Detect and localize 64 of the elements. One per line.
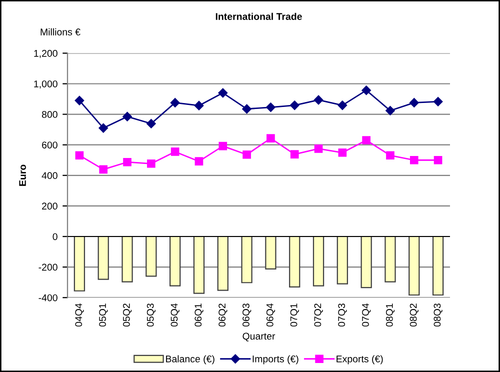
point	[147, 159, 156, 168]
point	[362, 136, 370, 144]
point	[194, 100, 204, 110]
y-tick-label: 400	[42, 172, 58, 180]
y-tick-label: 200	[42, 202, 58, 210]
x-tick-label: 05Q1	[99, 304, 108, 327]
point	[99, 165, 108, 174]
legend-label: Exports (€)	[336, 355, 383, 364]
legend-label: Imports (€)	[252, 355, 298, 364]
x-tick-label: 06Q4	[266, 303, 276, 327]
x-tick-label: 06Q3	[242, 304, 252, 327]
x-tick-label: 07Q4	[362, 303, 371, 327]
point	[362, 86, 371, 95]
x-tick-label: 08Q1	[386, 304, 395, 327]
point	[386, 151, 394, 160]
point	[266, 134, 275, 142]
x-axis-title: Quarter	[242, 332, 276, 342]
y-tick-label: 1,200	[34, 50, 58, 58]
point	[218, 142, 228, 150]
point	[123, 158, 132, 166]
y-tick-label: 600	[42, 142, 58, 148]
point	[338, 100, 348, 110]
x-tick-label: 05Q3	[146, 304, 156, 327]
chart-title: International Trade	[216, 12, 302, 20]
x-tick-label: 06Q2	[218, 304, 228, 327]
y-axis-title: Euro	[19, 164, 26, 186]
y-tick-label: -400	[38, 294, 58, 302]
point	[290, 100, 300, 110]
point	[434, 156, 442, 164]
point	[74, 96, 84, 106]
x-tick-label: 05Q2	[122, 304, 132, 327]
point	[146, 118, 156, 128]
x-tick-label: 08Q3	[434, 304, 442, 327]
legend-label: Balance (€)	[166, 355, 214, 364]
point	[338, 148, 347, 157]
x-tick-label: 07Q2	[314, 304, 323, 327]
x-tick-label: 06Q1	[194, 304, 204, 327]
y-tick-label: 1,000	[34, 80, 58, 89]
x-tick-label: 07Q1	[290, 304, 299, 327]
point	[314, 144, 323, 153]
point	[242, 104, 252, 114]
point	[314, 95, 324, 105]
x-tick-label: 05Q4	[170, 303, 180, 327]
x-tick-label: 08Q2	[410, 304, 418, 327]
point	[266, 102, 276, 112]
y-tick-label: 0	[52, 233, 58, 240]
point	[410, 156, 418, 164]
point	[410, 98, 419, 108]
x-tick-label: 04Q4	[75, 303, 84, 327]
point	[170, 148, 180, 156]
text: Millions €	[40, 28, 80, 36]
point	[290, 150, 299, 158]
x-tick-label: 07Q3	[338, 304, 347, 327]
point	[242, 150, 251, 159]
point	[75, 151, 84, 160]
point	[433, 96, 443, 106]
point	[98, 123, 108, 133]
point	[122, 112, 132, 122]
point	[386, 106, 395, 116]
point	[170, 98, 180, 108]
y-tick-label: 800	[42, 111, 58, 118]
y-tick-label: -200	[38, 264, 58, 271]
point	[194, 157, 204, 166]
point	[218, 88, 228, 98]
